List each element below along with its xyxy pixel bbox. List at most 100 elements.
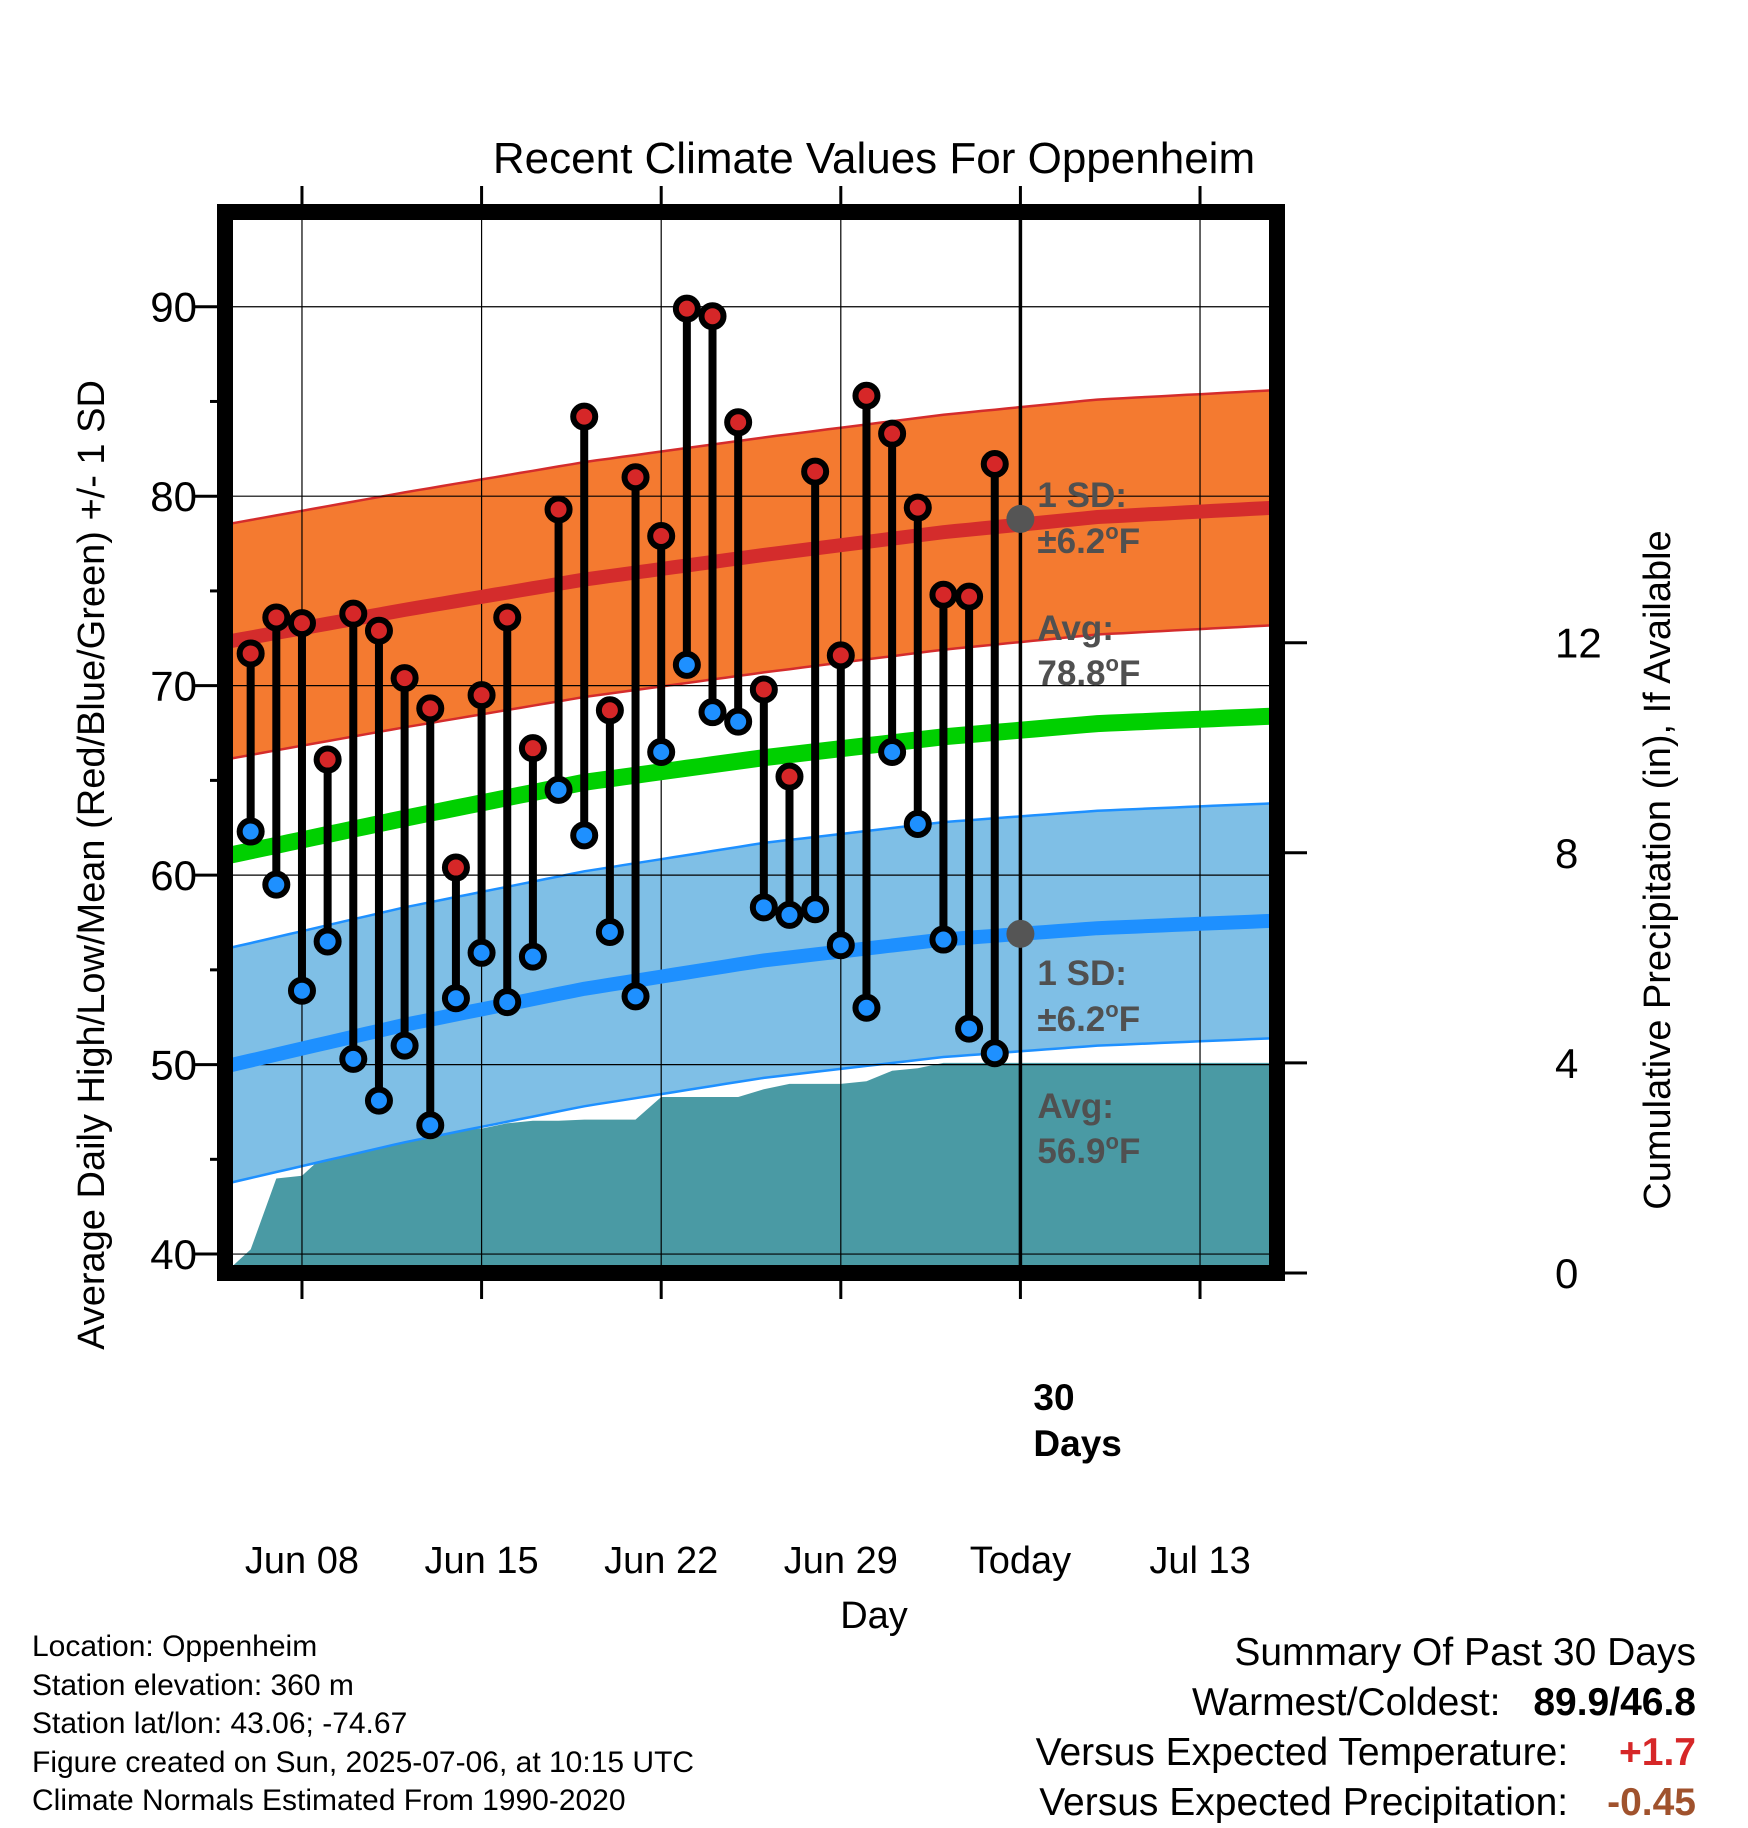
figure-created: Figure created on Sun, 2025-07-06, at 10… (32, 1745, 695, 1779)
axes: 40 50 60 70 80 90 0 4 8 12 Jun 08 Jun 15 Jun 22 Jun 2… (150, 186, 1602, 1582)
normal-low-line (223, 913, 1278, 1074)
daily-low-point (262, 870, 291, 899)
chart-title: Recent Climate Values For Oppenheim (493, 134, 1255, 183)
normal-lines (223, 500, 1278, 1074)
daily-low-point (749, 893, 778, 922)
today-high-avg-marker (1006, 504, 1035, 533)
station-location: Location: Oppenheim (32, 1630, 318, 1663)
daily-low-point (544, 775, 573, 804)
summary-precip-departure: Versus Expected Precipitation: -0.45 (1036, 1778, 1696, 1828)
daily-high-point (493, 603, 522, 632)
daily-high-point (262, 603, 291, 632)
daily-low-point (801, 895, 830, 924)
low-avg-label: Avg: (1037, 1087, 1113, 1126)
warmest-coldest-separator: / (1609, 1681, 1621, 1724)
temp-departure-label: Versus Expected Temperature: (1035, 1731, 1569, 1774)
daily-low-point (570, 821, 599, 850)
precip-departure-label: Versus Expected Precipitation: (1039, 1781, 1569, 1824)
low-sd-label: 1 SD: (1037, 954, 1126, 993)
daily-low-point (390, 1031, 419, 1060)
daily-low-point (364, 1086, 393, 1115)
daily-low-point (929, 925, 958, 954)
daily-high-point (955, 582, 984, 611)
high-sd-label: 1 SD: (1037, 476, 1126, 515)
daily-low-point (672, 650, 701, 679)
y2-tick-label: 8 (1555, 830, 1578, 877)
x-tick-label: Jul 13 (1149, 1540, 1250, 1582)
daily-low-point (467, 938, 496, 967)
daily-high-point (852, 381, 881, 410)
daily-low-point (518, 942, 547, 971)
daily-low-point (955, 1014, 984, 1043)
y-tick-label: 60 (150, 852, 197, 899)
daily-high-point (878, 419, 907, 448)
daily-high-point (390, 664, 419, 693)
y-tick-label: 70 (150, 663, 197, 710)
normal-low-sd-lower (224, 1036, 1278, 1186)
precip-area (225, 1062, 1277, 1273)
daily-low-point (826, 931, 855, 960)
normal-high-line (223, 500, 1278, 649)
normal-high-sd-lower (224, 623, 1278, 761)
daily-high-point (929, 580, 958, 609)
daily-high-point (313, 745, 342, 774)
normal-low-sd-upper (224, 801, 1278, 951)
daily-high-point (980, 449, 1009, 478)
daily-low-point (416, 1111, 445, 1140)
normals-period: Climate Normals Estimated From 1990-2020 (32, 1784, 626, 1817)
precip-departure-value: -0.45 (1607, 1781, 1696, 1824)
daily-high-point (621, 463, 650, 492)
normal-high-sd-upper (224, 388, 1278, 526)
y-tick-label: 40 (150, 1231, 197, 1278)
x-tick-label: Jun 15 (425, 1540, 539, 1582)
daily-high-point (339, 599, 368, 628)
daily-low-point (595, 917, 624, 946)
daily-high-point (903, 493, 932, 522)
high-avg-label: Avg: (1037, 609, 1113, 648)
daily-low-point (493, 988, 522, 1017)
daily-high-point (441, 853, 470, 882)
x-tick-label: Jun 29 (784, 1540, 898, 1582)
daily-high-point (672, 294, 701, 323)
daily-low-point (236, 817, 265, 846)
normal-mean-line (223, 707, 1278, 865)
today-days-label-1: 30 (1033, 1377, 1074, 1418)
daily-high-point (698, 302, 727, 331)
daily-high-point (749, 675, 778, 704)
x-tick-label: Jun 08 (245, 1540, 359, 1582)
daily-low-point (339, 1044, 368, 1073)
x-tick-label: Today (970, 1540, 1071, 1582)
station-latlon: Station lat/lon: 43.06; -74.67 (32, 1707, 408, 1740)
daily-low-point (621, 982, 650, 1011)
normal-high-sd-band (225, 390, 1277, 760)
daily-low-point (980, 1039, 1009, 1068)
summary-warmest-coldest: Warmest/Coldest: 89.9/46.8 (1036, 1678, 1696, 1728)
today-days-label-2: Days (1033, 1423, 1121, 1464)
daily-high-point (826, 641, 855, 670)
daily-high-point (467, 681, 496, 710)
daily-points (236, 294, 1009, 1140)
y2-axis-label: Cumulative Precipitation (in), If Availa… (1637, 530, 1679, 1209)
daily-low-point (724, 707, 753, 736)
daily-low-point (441, 984, 470, 1013)
daily-high-point (647, 521, 676, 550)
daily-high-point (801, 457, 830, 486)
daily-low-point (313, 927, 342, 956)
warmest-coldest-value: 89.9/46.8 (1533, 1678, 1696, 1728)
x-axis-label: Day (840, 1595, 908, 1637)
daily-high-point (544, 495, 573, 524)
temp-departure-value: +1.7 (1619, 1731, 1696, 1774)
daily-high-point (236, 639, 265, 668)
y-axis-label: Average Daily High/Low/Mean (Red/Blue/Gr… (71, 380, 113, 1350)
x-tick-label: Jun 22 (604, 1540, 718, 1582)
daily-low-point (775, 900, 804, 929)
daily-low-point (647, 737, 676, 766)
daily-low-point (698, 698, 727, 727)
high-avg-value: 78.8oF (1037, 651, 1140, 693)
daily-low-point (878, 737, 907, 766)
y2-tick-label: 0 (1555, 1250, 1578, 1297)
y-tick-label: 50 (150, 1042, 197, 1089)
normal-bands (224, 388, 1278, 1186)
